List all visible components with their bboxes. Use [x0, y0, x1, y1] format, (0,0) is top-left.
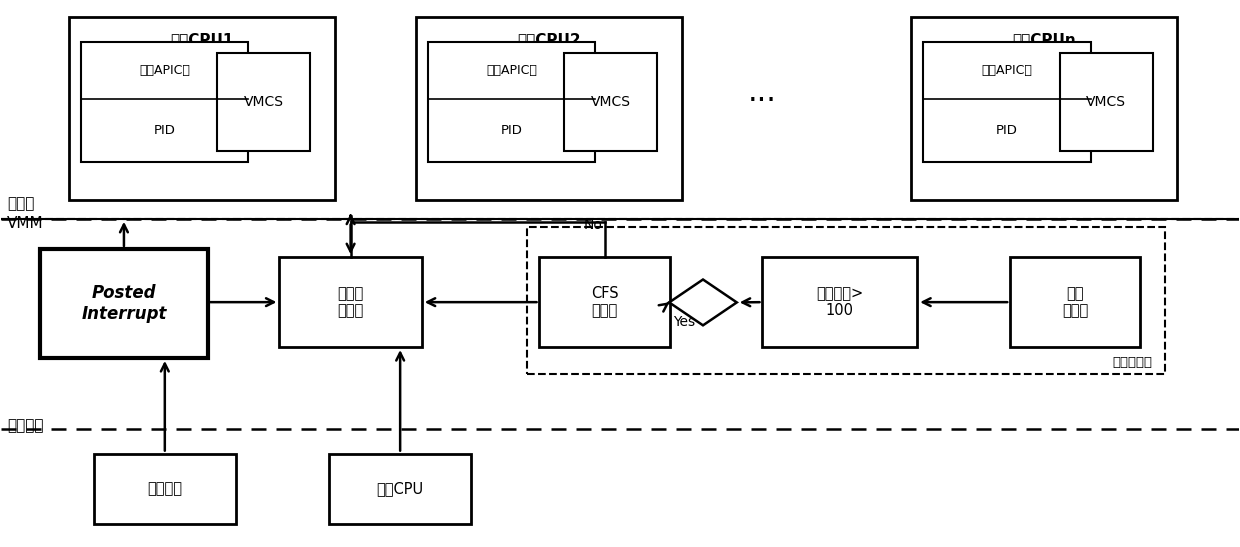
Text: 中断
计数器: 中断 计数器	[1063, 286, 1089, 318]
Text: Posted
Interrupt: Posted Interrupt	[81, 284, 166, 323]
Bar	[279, 257, 422, 347]
Bar	[1060, 53, 1153, 151]
Bar	[564, 53, 657, 151]
Text: 中断数量>
100: 中断数量> 100	[816, 286, 863, 318]
Text: PID: PID	[996, 124, 1018, 137]
Bar	[1011, 257, 1141, 347]
Text: 虚拟APIC页: 虚拟APIC页	[486, 64, 537, 77]
Bar	[911, 17, 1177, 200]
Text: 虚拟APIC页: 虚拟APIC页	[982, 64, 1033, 77]
Bar	[924, 42, 1091, 162]
Text: ···: ···	[748, 87, 777, 116]
Text: Yes: Yes	[673, 315, 696, 329]
Text: 虚拟机: 虚拟机	[7, 196, 35, 211]
Text: VMCS: VMCS	[590, 95, 631, 109]
Text: 中断调节器: 中断调节器	[1112, 356, 1153, 369]
Text: PID: PID	[501, 124, 522, 137]
Text: 处理器
间中断: 处理器 间中断	[337, 286, 363, 318]
Bar	[217, 53, 310, 151]
Text: 物理CPU: 物理CPU	[377, 481, 424, 497]
Text: 物理资源: 物理资源	[7, 418, 43, 433]
Text: 虚拟CPU2: 虚拟CPU2	[517, 32, 580, 48]
Bar	[81, 42, 248, 162]
Text: VMCS: VMCS	[244, 95, 284, 109]
Bar	[539, 257, 670, 347]
Text: PID: PID	[154, 124, 176, 137]
Bar	[68, 17, 335, 200]
Text: 虚拟CPUn: 虚拟CPUn	[1012, 32, 1076, 48]
Polygon shape	[670, 280, 737, 325]
Text: No: No	[583, 218, 603, 232]
Text: 虚拟APIC页: 虚拟APIC页	[139, 64, 190, 77]
Bar	[41, 249, 207, 358]
Bar	[415, 17, 682, 200]
Text: 物理中断: 物理中断	[148, 481, 182, 497]
Bar	[428, 42, 595, 162]
Bar	[763, 257, 918, 347]
Bar	[527, 227, 1166, 375]
Text: VMCS: VMCS	[1086, 95, 1126, 109]
Text: 虚拟CPU1: 虚拟CPU1	[170, 32, 233, 48]
Bar	[93, 453, 236, 525]
Bar	[329, 453, 471, 525]
Text: CFS
调度器: CFS 调度器	[590, 286, 619, 318]
Text: VMM: VMM	[7, 216, 43, 231]
